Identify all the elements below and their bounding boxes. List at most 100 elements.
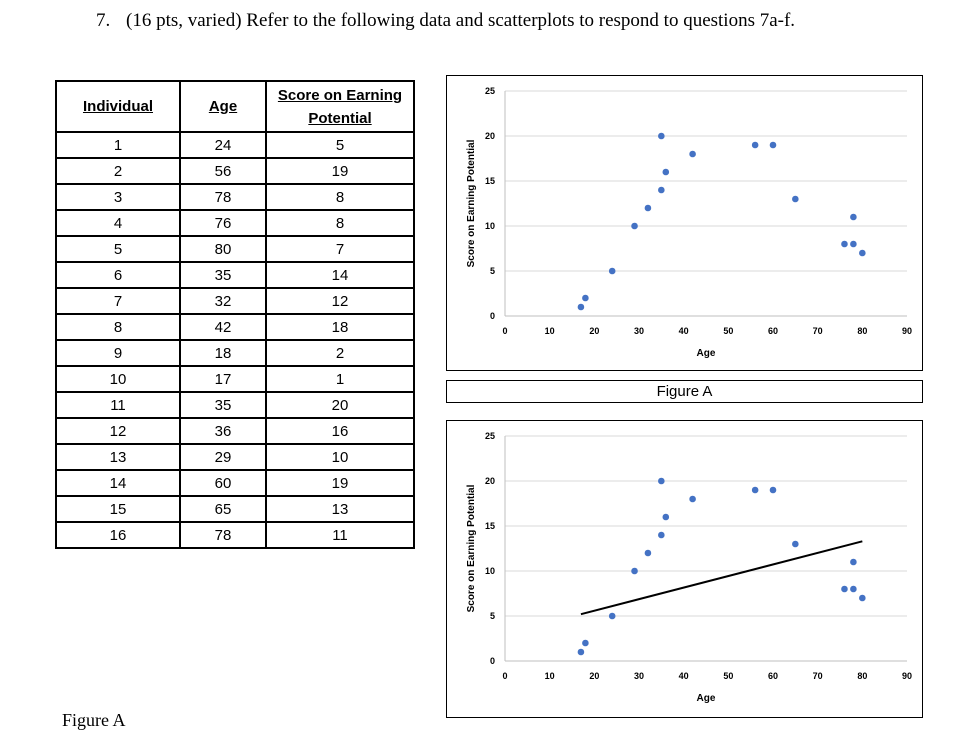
cell-score: 19 (265, 157, 415, 185)
x-tick-label: 20 (589, 326, 599, 336)
cell-age: 32 (179, 287, 267, 315)
x-tick-label: 20 (589, 671, 599, 681)
cell-score: 16 (265, 417, 415, 445)
cell-individual: 5 (55, 235, 181, 263)
cut-off-text: Figure A (62, 710, 126, 730)
cell-age: 65 (179, 495, 267, 523)
cell-score: 20 (265, 391, 415, 419)
data-point (841, 240, 848, 248)
data-point (658, 477, 665, 485)
cell-individual: 9 (55, 339, 181, 367)
y-tick-label: 20 (485, 476, 495, 486)
x-tick-label: 80 (857, 671, 867, 681)
data-point (658, 531, 665, 539)
y-tick-label: 20 (485, 131, 495, 141)
x-tick-label: 30 (634, 326, 644, 336)
x-tick-label: 50 (723, 671, 733, 681)
x-tick-label: 80 (857, 326, 867, 336)
scatterplot-figure-a: 0 5 10 15 20 25 0 10 20 30 40 50 60 70 80 90 Age Score on… (466, 86, 912, 359)
x-tick-label: 90 (902, 671, 912, 681)
cell-individual: 6 (55, 261, 181, 289)
data-point (689, 150, 696, 158)
x-tick-label: 10 (545, 671, 555, 681)
y-tick-label: 15 (485, 521, 495, 531)
data-point (644, 204, 652, 212)
cell-age: 35 (179, 391, 267, 419)
table-body: 1 24 5 2 56 19 3 78 8 4 76 8 5 80 7 6 35 14 7 32 12 8 42 18 9 18 2… (55, 131, 415, 549)
y-tick-label: 25 (485, 86, 495, 96)
cell-score: 12 (265, 287, 415, 315)
table-row: 11 35 20 (55, 391, 415, 419)
cell-score: 11 (265, 521, 415, 549)
y-tick-label: 10 (485, 221, 495, 231)
cell-age: 29 (179, 443, 267, 471)
data-point (662, 168, 670, 176)
cell-individual: 3 (55, 183, 181, 211)
cell-age: 42 (179, 313, 267, 341)
table-row: 14 60 19 (55, 469, 415, 497)
cell-score: 1 (265, 365, 415, 393)
y-tick-label: 0 (490, 311, 495, 321)
y-tick-label: 5 (490, 611, 495, 621)
data-point (582, 639, 589, 647)
question-heading: 7. (16 pts, varied) Refer to the followin… (96, 10, 795, 32)
trend-line (580, 540, 863, 616)
data-point (751, 486, 759, 494)
cell-age: 24 (179, 131, 267, 159)
y-tick-label: 0 (490, 656, 495, 666)
y-tick-label: 25 (485, 431, 495, 441)
data-point (850, 585, 857, 593)
cell-score: 2 (265, 339, 415, 367)
y-tick-label: 5 (490, 266, 495, 276)
cell-age: 78 (179, 521, 267, 549)
cell-age: 36 (179, 417, 267, 445)
cell-individual: 13 (55, 443, 181, 471)
data-point (582, 294, 589, 302)
x-tick-label: 70 (813, 671, 823, 681)
data-point (644, 549, 652, 557)
x-tick-label: 30 (634, 671, 644, 681)
data-point (631, 222, 638, 230)
y-axis-label: Score on Earning Potential (466, 139, 477, 267)
data-point (577, 648, 585, 656)
table-header-row: Individual Age Score on Earning Potentia… (55, 80, 415, 133)
data-point (850, 558, 857, 566)
x-tick-label: 10 (545, 326, 555, 336)
cell-score: 8 (265, 183, 415, 211)
figure-b-box: 0 5 10 15 20 25 0 10 20 30 40 50 60 70 80 90 Age Score on… (446, 420, 923, 718)
data-table: Individual Age Score on Earning Potentia… (55, 80, 415, 549)
header-score: Score on Earning Potential (265, 80, 415, 133)
cell-score: 7 (265, 235, 415, 263)
cell-score: 19 (265, 469, 415, 497)
cell-score: 13 (265, 495, 415, 523)
cell-individual: 15 (55, 495, 181, 523)
y-tick-label: 15 (485, 176, 495, 186)
cell-individual: 16 (55, 521, 181, 549)
x-tick-label: 90 (902, 326, 912, 336)
header-age: Age (179, 80, 267, 133)
table-row: 16 78 11 (55, 521, 415, 549)
data-point (859, 249, 866, 257)
cell-individual: 14 (55, 469, 181, 497)
table-row: 7 32 12 (55, 287, 415, 315)
cell-age: 18 (179, 339, 267, 367)
figure-a-box: 0 5 10 15 20 25 0 10 20 30 40 50 60 70 80 90 Age Score on… (446, 75, 923, 371)
data-point (841, 585, 848, 593)
table-row: 10 17 1 (55, 365, 415, 393)
data-point (769, 486, 777, 494)
table-row: 9 18 2 (55, 339, 415, 367)
data-point (608, 267, 616, 275)
cell-age: 35 (179, 261, 267, 289)
cell-score: 14 (265, 261, 415, 289)
cell-individual: 10 (55, 365, 181, 393)
data-point (658, 132, 665, 140)
figure-a-caption: Figure A (446, 380, 923, 403)
table-row: 1 24 5 (55, 131, 415, 159)
table-row: 15 65 13 (55, 495, 415, 523)
data-point (658, 186, 665, 194)
cell-age: 17 (179, 365, 267, 393)
cell-individual: 8 (55, 313, 181, 341)
cell-score: 5 (265, 131, 415, 159)
table-row: 8 42 18 (55, 313, 415, 341)
data-point (662, 513, 670, 521)
